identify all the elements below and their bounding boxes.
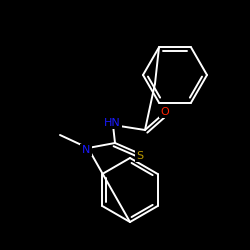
Text: O: O: [160, 107, 170, 117]
Text: HN: HN: [104, 118, 120, 128]
Text: S: S: [136, 151, 143, 161]
Text: N: N: [82, 145, 90, 155]
